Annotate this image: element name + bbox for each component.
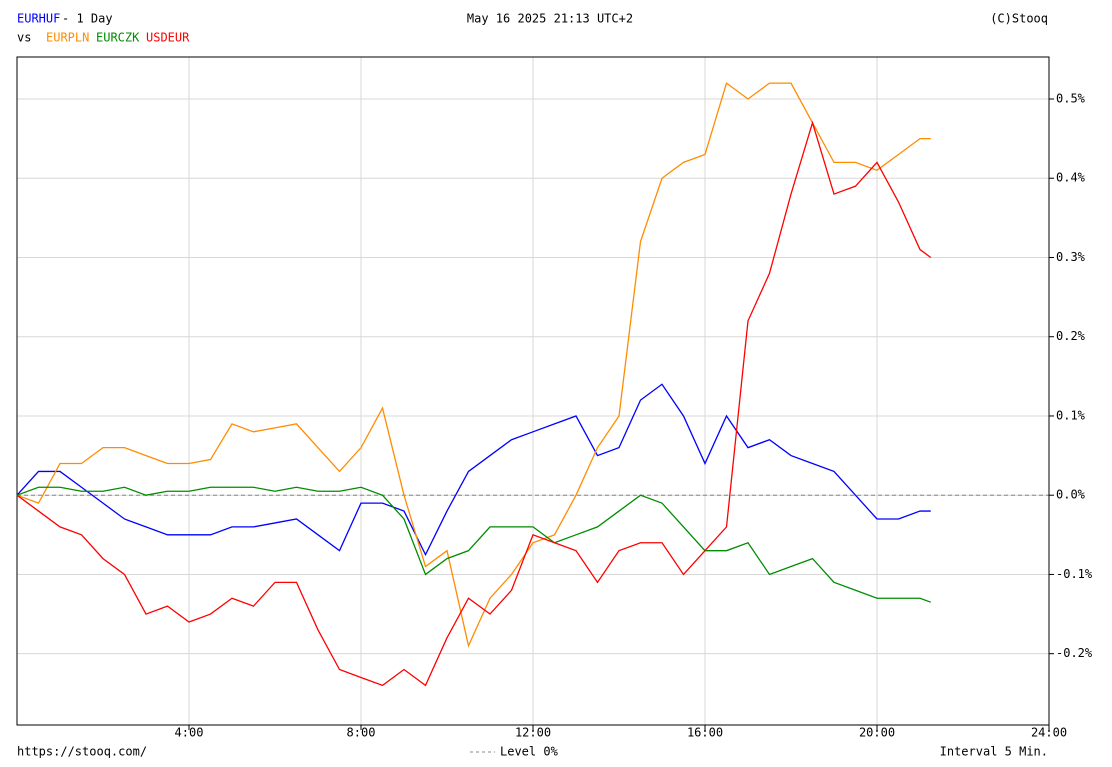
y-tick-label: 0.2% <box>1056 329 1086 343</box>
vs-label: vs <box>17 31 31 45</box>
legend-entry: USDEUR <box>146 31 190 45</box>
y-tick-label: 0.1% <box>1056 408 1086 422</box>
y-tick-label: 0.4% <box>1056 171 1086 185</box>
series-line <box>16 486 931 603</box>
reference-label: Level 0% <box>500 745 559 759</box>
interval: Interval 5 Min. <box>940 745 1048 759</box>
plot-frame <box>16 56 1050 726</box>
x-tick-label: 24:00 <box>1031 726 1067 740</box>
legend-entry: EURPLN <box>46 31 89 45</box>
legend-entry: EURHUF <box>17 12 60 26</box>
y-tick-label: 0.0% <box>1056 488 1086 502</box>
x-tick-label: 8:00 <box>347 726 376 740</box>
x-tick-label: 20:00 <box>859 726 895 740</box>
x-tick-label: 16:00 <box>687 726 723 740</box>
legend-entry: EURCZK <box>96 31 140 45</box>
x-tick-label: 4:00 <box>175 726 204 740</box>
copyright: (C)Stooq <box>990 12 1048 26</box>
date: May 16 2025 21:13 UTC+2 <box>467 12 633 26</box>
period: - 1 Day <box>62 12 113 26</box>
series-line <box>16 383 931 557</box>
series-line <box>16 120 932 687</box>
x-tick-label: 12:00 <box>515 726 551 740</box>
y-tick-label: 0.3% <box>1056 250 1086 264</box>
y-tick-label: 0.5% <box>1056 91 1086 105</box>
y-tick-label: -0.1% <box>1056 567 1093 581</box>
y-tick-label: -0.2% <box>1056 646 1093 660</box>
source: https://stooq.com/ <box>17 745 147 759</box>
series-line <box>16 82 931 648</box>
